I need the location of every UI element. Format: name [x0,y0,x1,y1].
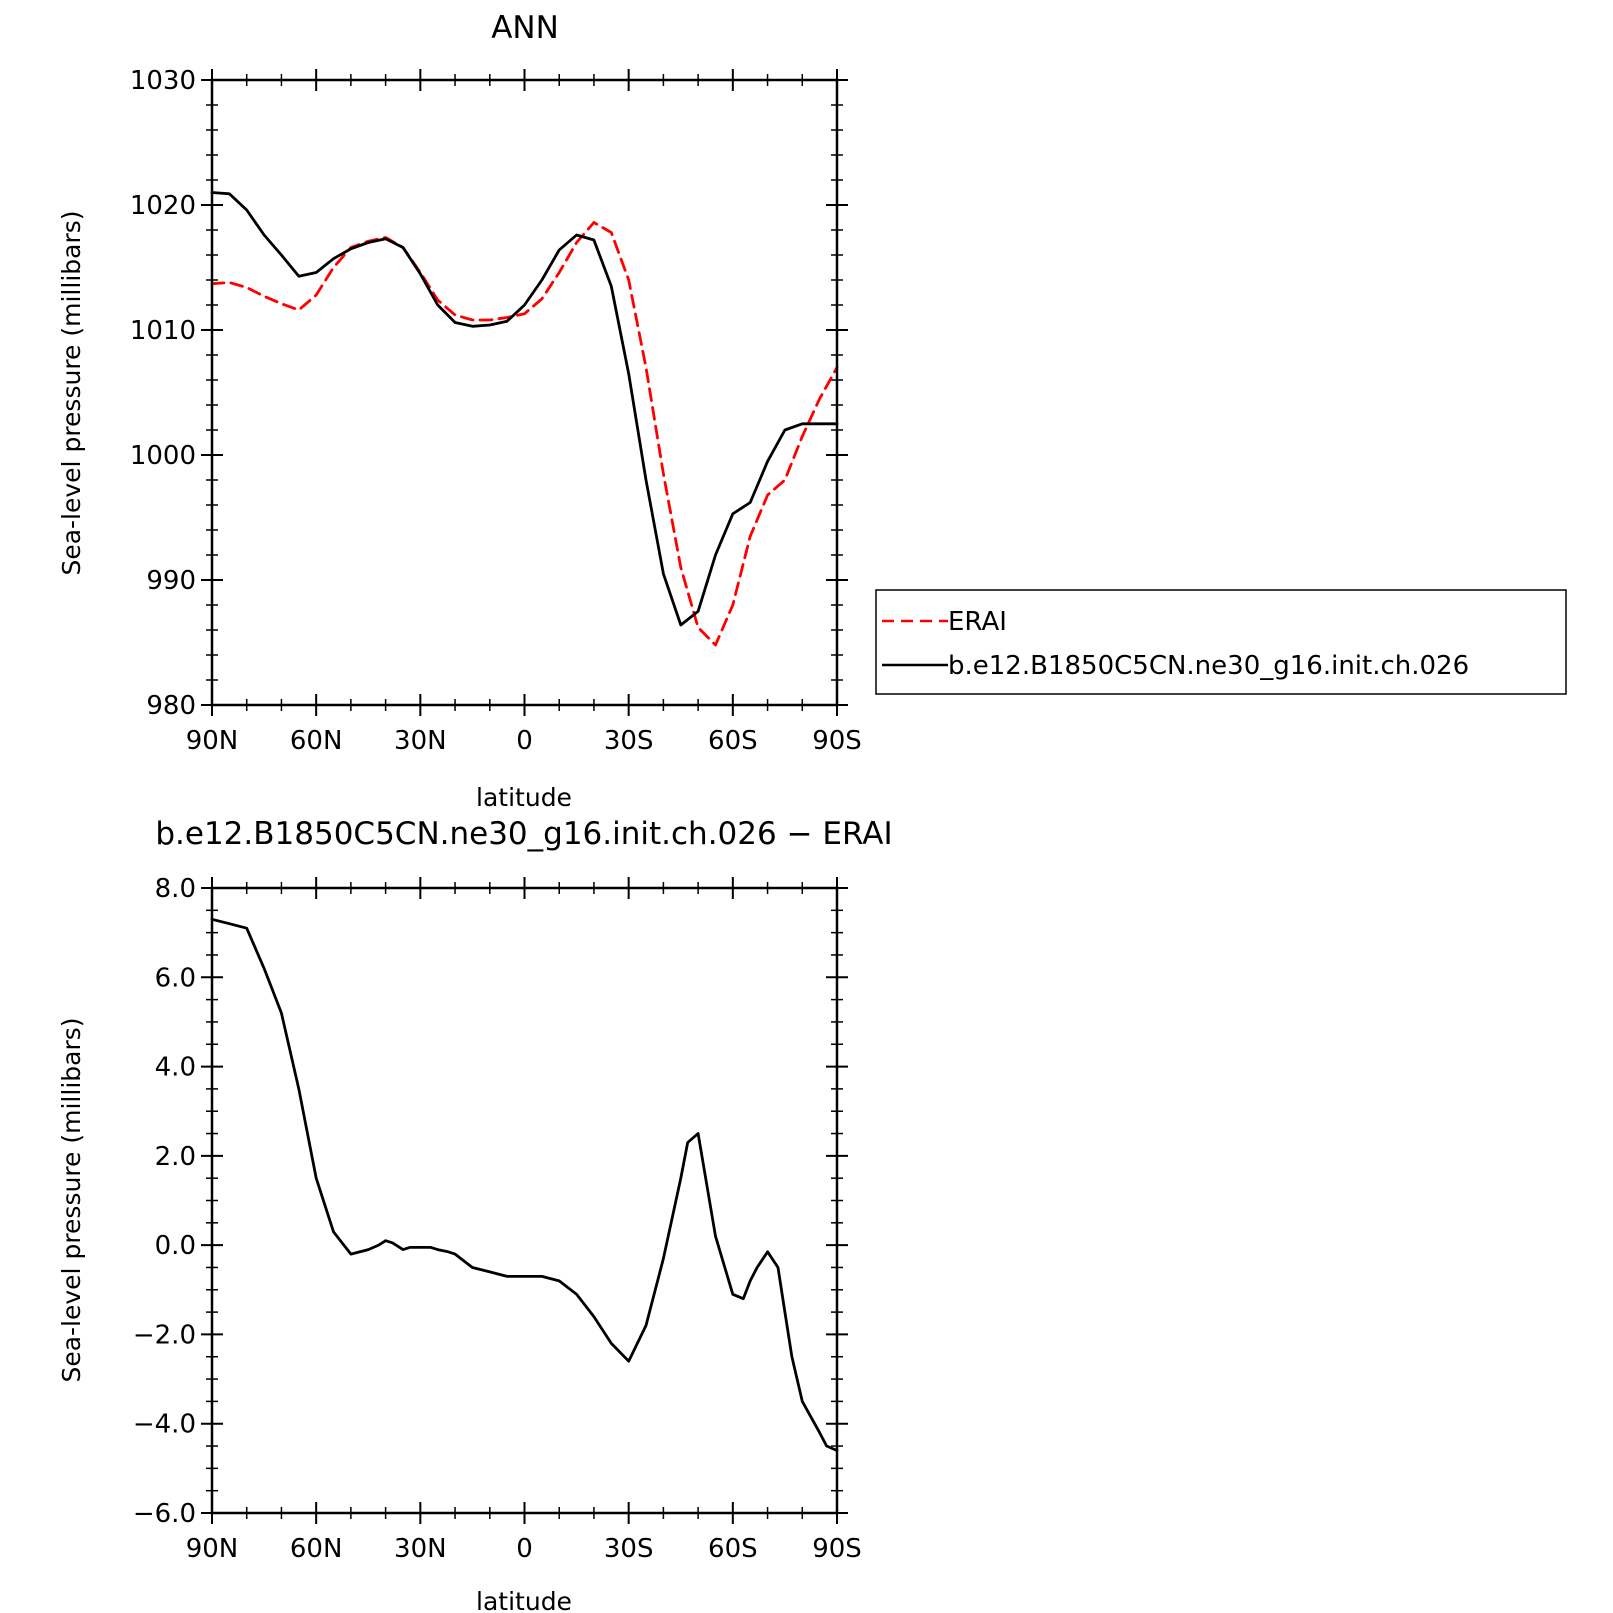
x-tick-label: 60S [708,1534,758,1564]
y-tick-label: −4.0 [133,1410,196,1440]
x-tick-label: 30S [604,726,654,756]
top-chart: ANN 90N 60N 30N 0 30S 60S 90S 980 990 1000 1010 102… [57,10,862,812]
top-series-erai-line [210,221,839,647]
x-tick-label: 0 [516,1534,533,1564]
legend-box [875,589,1567,695]
x-tick-label: 90S [812,726,862,756]
top-chart-ticks [201,69,848,716]
bottom-chart-xlabel: latitude [476,1587,572,1613]
bottom-chart-ylabel: Sea-level pressure (millibars) [57,1017,86,1382]
y-tick-label: 990 [146,566,196,596]
y-tick-label: 4.0 [155,1053,196,1083]
y-tick-label: 0.0 [155,1231,196,1261]
y-tick-label: −2.0 [133,1320,196,1350]
y-tick-label: 2.0 [155,1142,196,1172]
legend: ERAI b.e12.B1850C5CN.ne30_g16.init.ch.02… [875,589,1567,695]
top-chart-ylabel: Sea-level pressure (millibars) [57,210,86,575]
bottom-chart-ticks [201,877,848,1524]
y-tick-label: 1020 [130,191,196,221]
x-tick-label: 30S [604,1534,654,1564]
legend-erai-label: ERAI [948,607,1007,637]
x-tick-label: 30N [394,1534,447,1564]
x-tick-label: 60N [290,726,343,756]
top-series-model-line [210,191,839,627]
legend-model-label: b.e12.B1850C5CN.ne30_g16.init.ch.026 [948,651,1469,681]
x-tick-label: 0 [516,726,533,756]
top-chart-tick-labels: 90N 60N 30N 0 30S 60S 90S 980 990 1000 1010 1020 103… [130,66,862,756]
top-chart-lines [210,191,839,647]
y-tick-label: 1000 [130,441,196,471]
y-tick-label: −6.0 [133,1499,196,1529]
bottom-series-difference-line [210,917,839,1452]
x-tick-label: 90N [186,726,239,756]
y-tick-label: 1030 [130,66,196,96]
top-chart-frame [210,78,839,707]
x-tick-label: 90N [186,1534,239,1564]
x-tick-label: 30N [394,726,447,756]
y-tick-label: 6.0 [155,963,196,993]
x-tick-label: 60S [708,726,758,756]
bottom-chart-tick-labels: 90N 60N 30N 0 30S 60S 90S −6.0 −4.0 −2.0 0.0 2.0 4.0… [133,874,862,1564]
y-tick-label: 1010 [130,316,196,346]
bottom-chart-frame [210,886,839,1515]
bottom-chart-lines [210,917,839,1452]
x-tick-label: 90S [812,1534,862,1564]
y-tick-label: 8.0 [155,874,196,904]
x-tick-label: 60N [290,1534,343,1564]
bottom-chart: b.e12.B1850C5CN.ne30_g16.init.ch.026 − E… [57,816,893,1613]
top-chart-xlabel: latitude [476,783,572,812]
y-tick-label: 980 [146,691,196,721]
top-chart-title: ANN [491,10,559,46]
bottom-chart-title: b.e12.B1850C5CN.ne30_g16.init.ch.026 − E… [155,816,892,852]
